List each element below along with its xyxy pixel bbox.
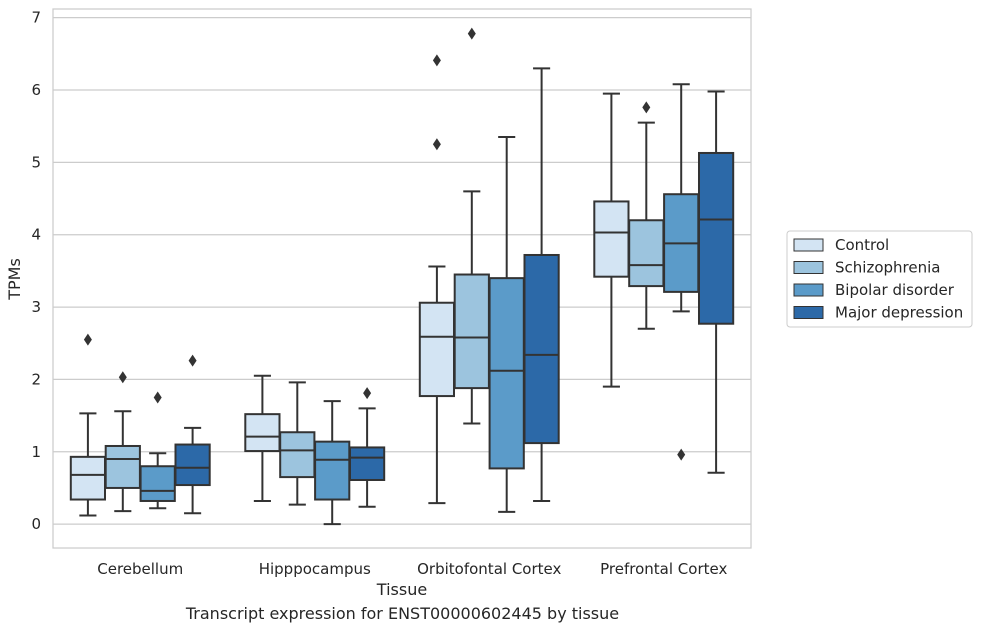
x-tick-label: Orbitofontal Cortex — [417, 560, 561, 578]
outlier-point — [83, 333, 92, 346]
box-iqr — [314, 440, 351, 501]
legend-swatch — [793, 306, 824, 319]
gridlines — [53, 17, 751, 525]
outlier-point — [118, 371, 127, 384]
box-iqr — [697, 151, 735, 325]
box-iqr — [453, 273, 490, 390]
box-group — [697, 90, 735, 474]
legend-swatch — [793, 238, 824, 252]
box-iqr — [418, 301, 456, 398]
box-group — [244, 374, 281, 502]
tick-labels: 0 1 2 3 4 5 6 7 Cerebellum Hipppocampus Orbitofont… — [31, 9, 727, 578]
box-group — [314, 400, 351, 526]
outlier-point — [363, 387, 372, 400]
x-axis-label: Tissue — [376, 580, 427, 599]
x-tick-label: Cerebellum — [97, 560, 183, 578]
box-iqr — [593, 200, 630, 278]
box-iqr — [523, 253, 560, 445]
box-group — [663, 83, 700, 461]
box-iqr — [244, 413, 281, 453]
box-group — [104, 371, 141, 513]
legend-swatch — [793, 261, 824, 274]
y-tick-label: 3 — [31, 298, 41, 316]
y-tick-label: 2 — [31, 370, 41, 388]
box-group — [418, 54, 456, 505]
box-iqr — [139, 465, 176, 502]
legend-swatch — [793, 283, 824, 297]
box-group — [139, 391, 176, 510]
box-iqr — [628, 219, 665, 288]
box-group — [523, 67, 560, 502]
box-group — [69, 333, 107, 517]
box-group — [453, 27, 490, 425]
outlier-point — [432, 138, 441, 151]
box-group — [348, 387, 386, 508]
box-group — [174, 354, 211, 515]
box-iqr — [104, 444, 141, 489]
y-tick-label: 1 — [31, 443, 41, 461]
box-iqr — [279, 431, 316, 479]
legend-label: Schizophrenia — [835, 259, 940, 277]
plot-frame — [52, 8, 752, 549]
box-group — [279, 381, 316, 506]
box-iqr — [174, 443, 211, 487]
box-iqr — [488, 277, 525, 470]
boxes — [69, 27, 735, 526]
y-tick-label: 0 — [31, 515, 41, 533]
outlier-point — [677, 448, 686, 461]
y-tick-label: 7 — [31, 9, 41, 27]
outlier-point — [642, 101, 651, 114]
outlier-point — [467, 27, 476, 40]
legend-frame — [786, 230, 973, 328]
box-group — [593, 92, 630, 388]
outlier-point — [188, 354, 197, 367]
box-group — [488, 136, 525, 513]
y-tick-label: 4 — [31, 226, 41, 244]
outlier-point — [153, 391, 162, 404]
box-iqr — [348, 446, 386, 481]
box-iqr — [69, 455, 107, 501]
y-tick-label: 5 — [31, 153, 41, 171]
legend: Control Schizophrenia Bipolar disorder Majo… — [786, 230, 973, 328]
box-group — [628, 101, 665, 330]
legend-label: Control — [835, 236, 889, 254]
y-axis-label: TPMs — [5, 258, 24, 301]
legend-label: Major depression — [835, 304, 963, 322]
x-tick-label: Prefrontal Cortex — [600, 560, 727, 578]
legend-label: Bipolar disorder — [835, 281, 955, 299]
x-tick-label: Hipppocampus — [259, 560, 371, 578]
outlier-point — [432, 54, 441, 67]
y-tick-label: 6 — [31, 81, 41, 99]
chart-caption: Transcript expression for ENST0000060244… — [185, 604, 620, 623]
